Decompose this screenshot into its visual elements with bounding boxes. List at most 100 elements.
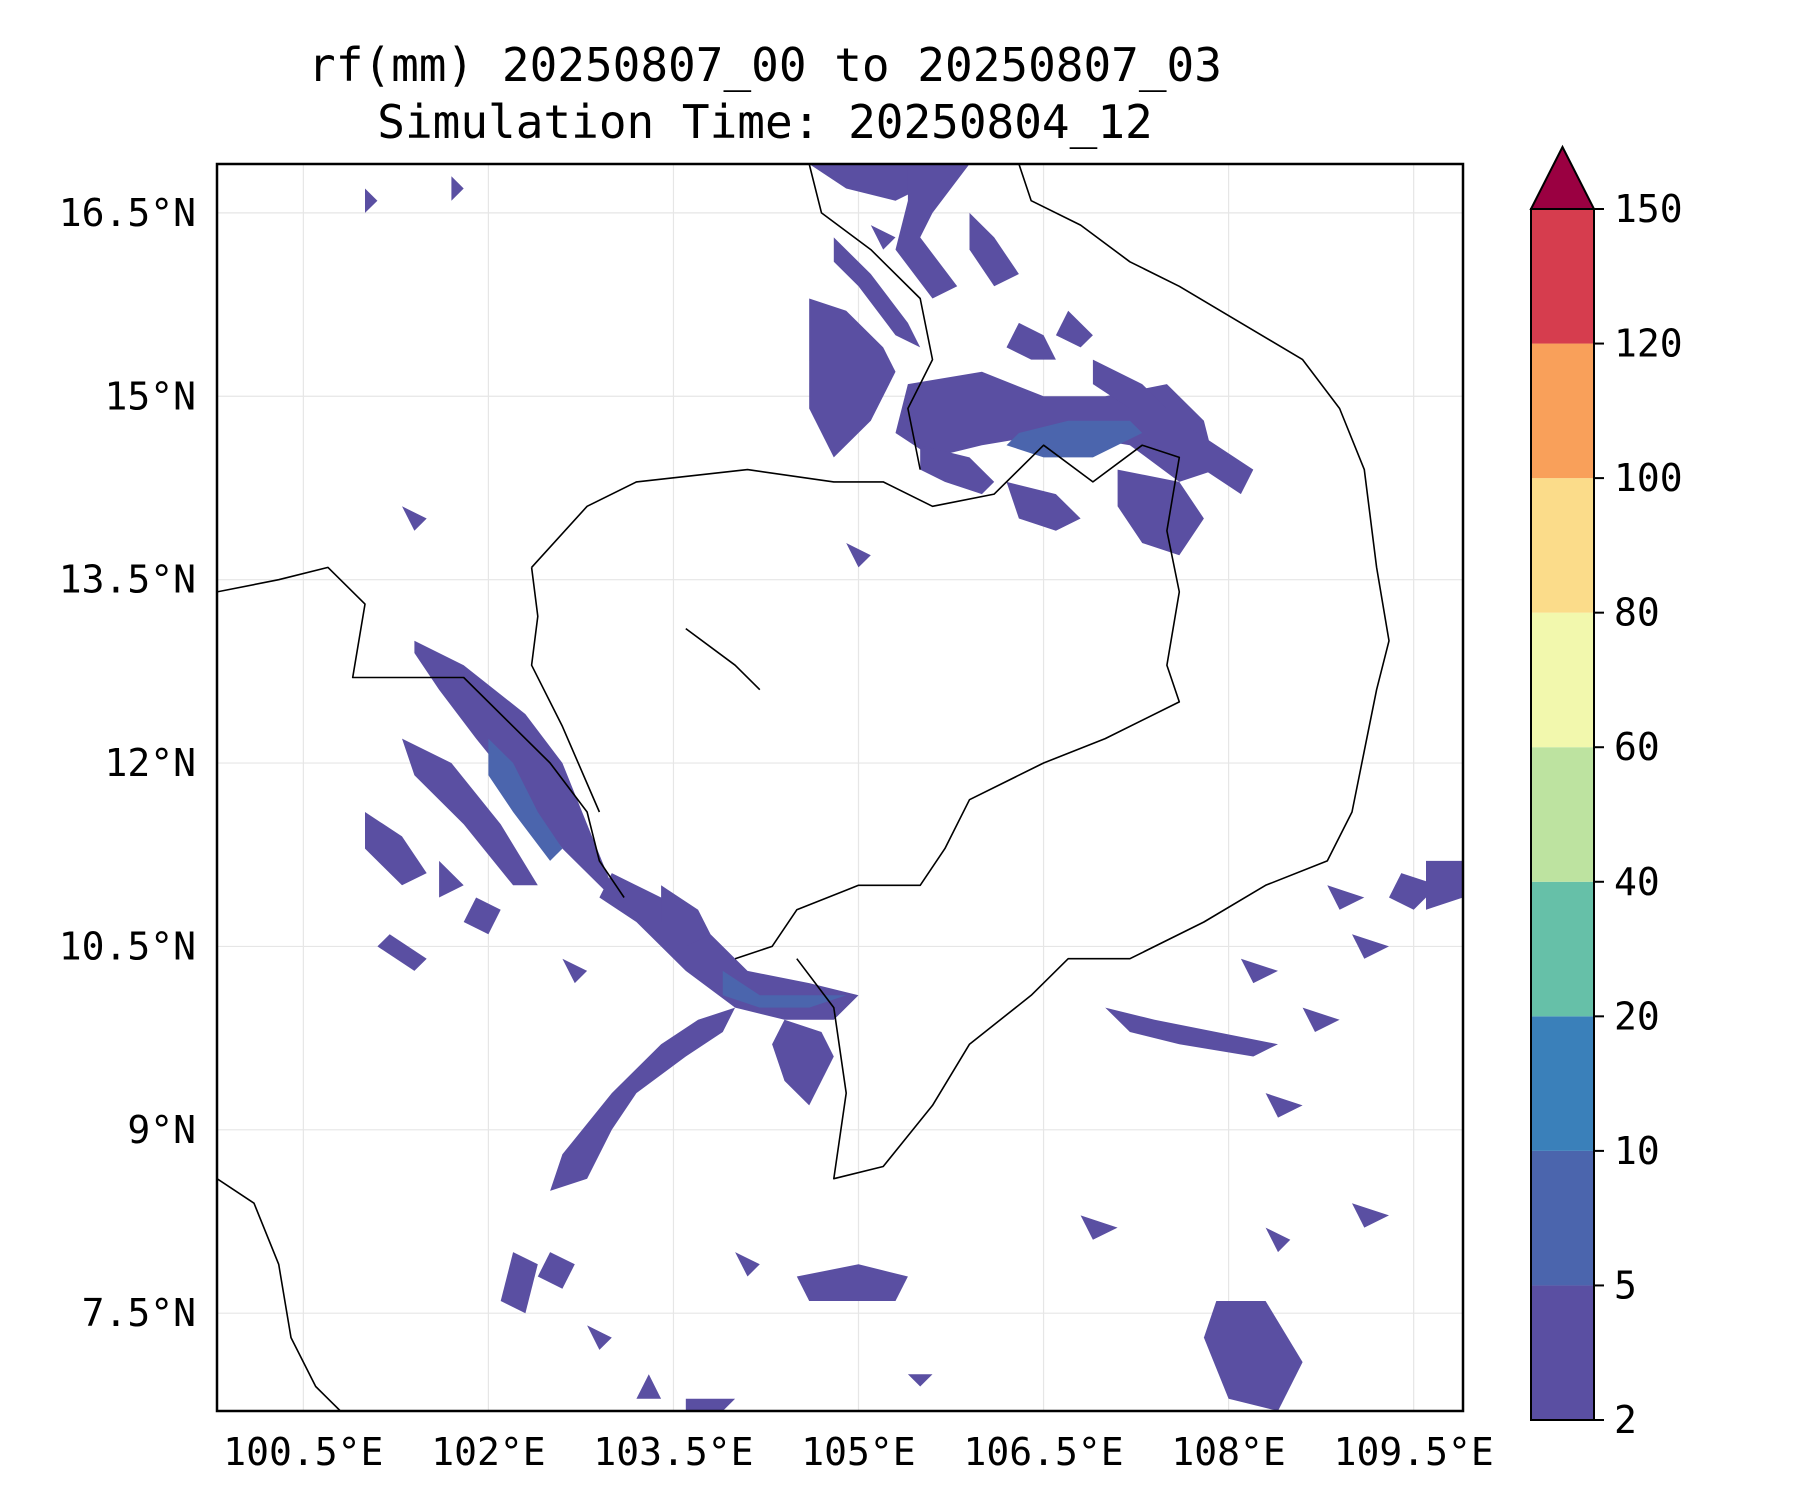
x-tick-label: 108°E bbox=[1171, 1430, 1285, 1474]
cambodia-border bbox=[531, 444, 1181, 960]
colorbar-segment bbox=[1531, 747, 1594, 882]
rain-area bbox=[1105, 1007, 1278, 1057]
x-tick-label: 109.5°E bbox=[1334, 1430, 1494, 1474]
colorbar-tick-label: 80 bbox=[1614, 591, 1660, 635]
colorbar-segment bbox=[1531, 1285, 1594, 1420]
rain-area bbox=[365, 812, 427, 886]
rain-area bbox=[772, 1019, 834, 1106]
y-tick-label: 16.5°N bbox=[59, 191, 196, 235]
rainfall-contours bbox=[365, 164, 1463, 1411]
y-tick-label: 12°N bbox=[104, 741, 196, 785]
colorbar-tick-label: 60 bbox=[1614, 725, 1660, 769]
rain-area bbox=[451, 176, 464, 201]
thailand-coast bbox=[217, 566, 625, 898]
lake-outline bbox=[685, 627, 761, 691]
rain-area bbox=[414, 640, 637, 910]
rain-area bbox=[1265, 1227, 1291, 1253]
colorbar-tick-label: 2 bbox=[1614, 1398, 1637, 1442]
rain-area bbox=[895, 164, 970, 299]
colorbar: 2 5 10 20 40 60 80 100 120 150 bbox=[1529, 144, 1683, 1442]
colorbar-segment bbox=[1531, 881, 1594, 1017]
colorbar-segment bbox=[1531, 478, 1594, 613]
rain-area bbox=[1006, 322, 1056, 360]
rain-area bbox=[550, 1007, 736, 1191]
rain-area bbox=[1265, 1093, 1303, 1118]
rain-area bbox=[920, 445, 995, 495]
rain-area bbox=[636, 1374, 662, 1399]
x-axis-ticks: 100.5°E 102°E 103.5°E 105°E 106.5°E 108°E 109.… bbox=[223, 1430, 1493, 1474]
x-tick-label: 103.5°E bbox=[593, 1430, 753, 1474]
rain-area bbox=[439, 860, 464, 898]
rain-area bbox=[722, 970, 847, 1008]
rain-area bbox=[809, 298, 896, 458]
colorbar-tick-label: 40 bbox=[1614, 860, 1660, 904]
y-tick-label: 7.5°N bbox=[82, 1291, 196, 1335]
colorbar-segment bbox=[1531, 343, 1594, 479]
colorbar-extend-triangle bbox=[1529, 144, 1596, 210]
rain-area bbox=[377, 934, 427, 971]
rain-area bbox=[1302, 1007, 1340, 1032]
rain-area bbox=[1240, 958, 1278, 984]
rain-area bbox=[1426, 860, 1463, 910]
colorbar-segment bbox=[1531, 612, 1594, 748]
map-frame bbox=[215, 162, 1465, 1413]
y-axis-ticks: 16.5°N 15°N 13.5°N 12°N 10.5°N 9°N 7.5°N bbox=[59, 191, 196, 1335]
colorbar-tick-label: 150 bbox=[1614, 187, 1683, 231]
colorbar-tick-label: 20 bbox=[1614, 994, 1660, 1038]
rain-area bbox=[1117, 469, 1204, 556]
rain-area bbox=[846, 543, 871, 568]
rain-area bbox=[907, 1374, 933, 1387]
rain-area bbox=[809, 164, 933, 201]
rain-area bbox=[463, 897, 501, 935]
vietnam-coastline bbox=[796, 164, 1390, 1180]
colorbar-segment bbox=[1531, 1150, 1594, 1286]
x-tick-label: 106.5°E bbox=[963, 1430, 1123, 1474]
rain-area bbox=[537, 1252, 575, 1289]
coastlines-and-borders bbox=[217, 164, 1390, 1411]
rain-area bbox=[1389, 873, 1439, 910]
y-tick-label: 9°N bbox=[127, 1108, 196, 1152]
x-tick-label: 100.5°E bbox=[223, 1430, 383, 1474]
rain-area bbox=[365, 188, 378, 213]
x-tick-label: 102°E bbox=[431, 1430, 545, 1474]
rain-area bbox=[1006, 481, 1081, 531]
rain-area bbox=[1092, 359, 1167, 409]
rain-area bbox=[833, 237, 921, 348]
colorbar-frame bbox=[1530, 208, 1595, 1421]
rain-area bbox=[500, 1252, 538, 1314]
malaysia-coast bbox=[217, 1178, 341, 1411]
rain-area bbox=[969, 212, 1019, 287]
rain-area bbox=[870, 225, 896, 250]
rain-area bbox=[1080, 1215, 1118, 1240]
y-tick-label: 13.5°N bbox=[59, 558, 196, 602]
rain-area bbox=[587, 1325, 612, 1350]
map-title-line-1: rf(mm) 20250807_00 to 20250807_03 bbox=[308, 38, 1222, 92]
colorbar-tick-label: 120 bbox=[1614, 322, 1683, 366]
gridlines bbox=[217, 164, 1463, 1411]
rain-area bbox=[1327, 885, 1365, 910]
rain-area bbox=[735, 1252, 760, 1277]
rain-area bbox=[1352, 934, 1389, 959]
colorbar-segment bbox=[1531, 1016, 1594, 1151]
rain-area bbox=[661, 885, 711, 947]
thailand-cambodia-border bbox=[530, 567, 601, 813]
rain-area bbox=[402, 506, 427, 531]
x-tick-label: 105°E bbox=[801, 1430, 915, 1474]
map-title-line-2: Simulation Time: 20250804_12 bbox=[377, 95, 1153, 149]
rain-area bbox=[562, 958, 588, 984]
laos-border bbox=[808, 164, 934, 470]
rain-area bbox=[796, 1264, 908, 1301]
rain-area bbox=[1203, 1301, 1303, 1411]
colorbar-tick-label: 10 bbox=[1614, 1129, 1660, 1173]
colorbar-tick-label: 100 bbox=[1614, 456, 1683, 500]
rain-area bbox=[402, 738, 538, 886]
colorbar-segment bbox=[1531, 209, 1594, 344]
rain-area bbox=[1055, 310, 1093, 348]
y-tick-label: 15°N bbox=[104, 374, 196, 418]
rain-area bbox=[1179, 420, 1254, 495]
rain-area bbox=[685, 1398, 736, 1411]
rain-area bbox=[488, 738, 563, 861]
y-tick-label: 10.5°N bbox=[59, 924, 196, 968]
colorbar-tick-label: 5 bbox=[1614, 1263, 1637, 1307]
